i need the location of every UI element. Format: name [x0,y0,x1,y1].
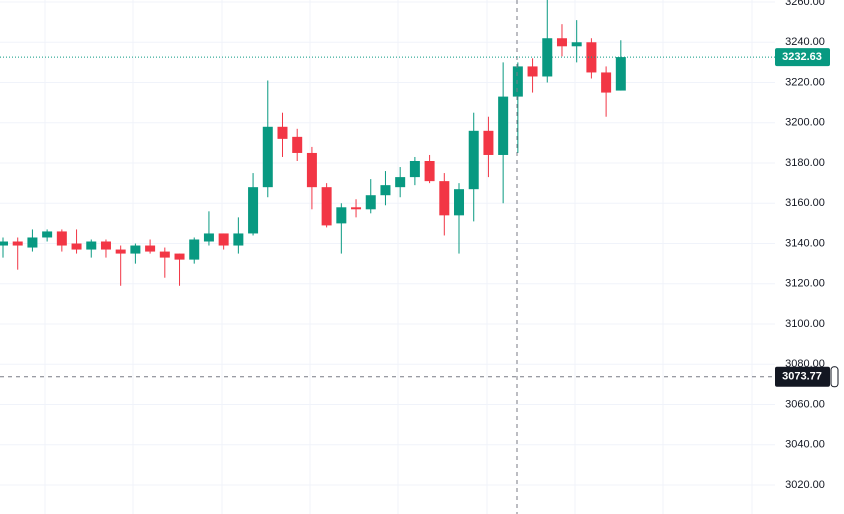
candle-body [159,251,170,258]
candle-body [292,136,303,153]
y-tick-label: 3260.00 [785,0,825,8]
candle-body [365,195,376,210]
candle-body [86,241,97,250]
candle-body [527,66,538,77]
crosshair-label: 3073.77 [782,371,822,383]
crosshair-tag [775,366,830,387]
y-tick-label: 3240.00 [785,36,825,48]
y-tick-label: 3100.00 [785,318,825,330]
y-tick-label: 3120.00 [785,278,825,290]
y-tick-label: 3140.00 [785,237,825,249]
y-tick-label: 3160.00 [785,197,825,209]
candle-body [424,161,435,182]
y-tick-label: 3220.00 [785,76,825,88]
candle-body [321,187,332,226]
y-tick-label: 3180.00 [785,157,825,169]
last-price-tag [775,48,830,67]
candle-body [306,152,317,188]
candle-body [542,38,553,77]
candle-body [0,241,8,246]
candle-body [115,249,126,254]
candle-body [174,253,185,260]
candle-body [454,189,465,216]
candle-body [409,161,420,178]
grid [0,0,775,514]
candle-body [351,207,362,210]
candle-body [12,241,23,246]
candle-body [556,38,567,47]
y-tick-label: 3020.00 [785,479,825,491]
candle-body [615,57,626,91]
price-axis: 3020.003040.003060.003080.003100.003120.… [0,0,839,491]
y-tick-label: 3060.00 [785,398,825,410]
candle-body [71,243,82,250]
candle-body [483,130,494,155]
candle-body [439,181,450,216]
candle-body [468,130,479,190]
candle-body [42,231,53,238]
candle-body [380,185,391,196]
candle-body [130,245,141,254]
candle-body [336,207,347,224]
candle-body [277,126,288,139]
candle-body [203,233,214,242]
candle-body [262,126,273,188]
last-price-label: 3232.63 [782,51,822,63]
candle-body [27,237,38,248]
y-tick-label: 3200.00 [785,117,825,129]
y-tick-label: 3040.00 [785,439,825,451]
candle-body [601,72,612,93]
candle-body [100,241,111,250]
candles [0,0,626,286]
candle-body [395,177,406,188]
candle-body [498,96,509,155]
candle-body [233,233,244,246]
candle-body [218,233,229,246]
candle-body [56,231,67,246]
candle-body [189,239,200,260]
candle-body [571,42,582,47]
crosshair-handle [830,366,839,388]
candle-body [248,187,259,234]
candle-body [145,245,156,252]
candle-body [512,66,523,97]
